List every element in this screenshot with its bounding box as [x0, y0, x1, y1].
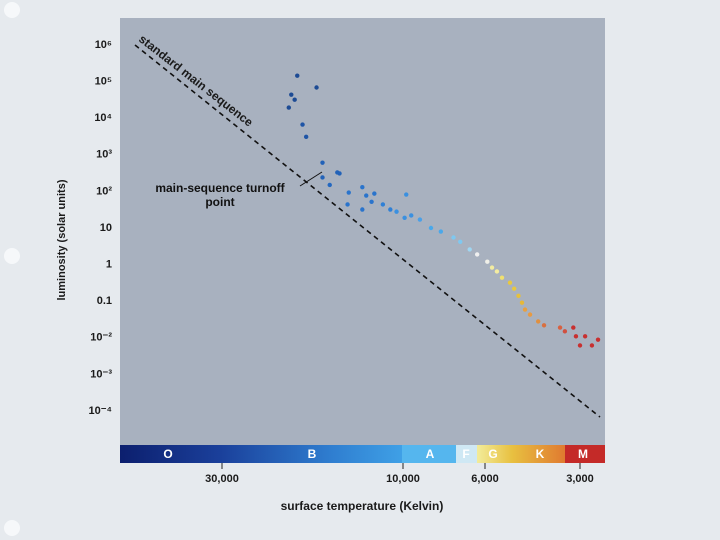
y-axis-label: luminosity (solar units): [56, 179, 68, 300]
star: [589, 343, 595, 348]
star: [292, 97, 297, 102]
turnoff-label: main-sequence turnoff point: [155, 181, 285, 209]
star: [507, 280, 513, 285]
star: [595, 337, 601, 342]
star: [573, 334, 579, 339]
star: [451, 235, 456, 240]
y-tick-label: 10⁴: [94, 112, 112, 124]
star: [519, 300, 525, 305]
star: [320, 175, 325, 180]
star: [582, 334, 588, 339]
star: [364, 193, 369, 198]
y-tick-label: 10³: [96, 149, 112, 161]
spectral-class-label: A: [426, 447, 435, 461]
star: [428, 225, 434, 231]
y-tick-label: 10⁵: [95, 76, 112, 88]
star: [295, 73, 300, 78]
binder-hole: [4, 2, 20, 18]
annotation-pointer: [299, 171, 323, 187]
y-tick-label: 10⁻⁴: [89, 405, 112, 417]
star: [485, 259, 490, 264]
star: [289, 92, 294, 97]
y-tick-label: 10: [100, 222, 112, 234]
star: [577, 343, 583, 348]
star: [346, 190, 351, 195]
star: [562, 329, 568, 334]
star: [345, 202, 350, 207]
star: [404, 192, 409, 197]
x-axis-label: surface temperature (Kelvin): [281, 499, 444, 513]
y-tick-label: 1: [106, 259, 112, 271]
x-tick-label: 30,000: [205, 473, 239, 485]
star: [417, 217, 423, 222]
band-f: [456, 445, 477, 463]
star: [380, 202, 386, 207]
band-ob: [120, 445, 402, 463]
star: [535, 319, 541, 324]
spectral-class-label: G: [488, 447, 497, 461]
star: [360, 207, 365, 212]
spectral-class-label: M: [578, 447, 588, 461]
star: [327, 182, 332, 188]
band-gk: [477, 445, 565, 463]
star: [557, 325, 563, 330]
star: [511, 286, 517, 291]
star: [438, 229, 444, 234]
star: [388, 207, 393, 212]
y-tick-label: 10⁶: [95, 39, 112, 51]
star: [314, 85, 319, 90]
star: [467, 247, 472, 252]
star: [522, 307, 528, 312]
star: [337, 171, 342, 176]
band-m: [565, 445, 605, 463]
star: [372, 191, 377, 196]
band-a: [402, 445, 456, 463]
star: [394, 209, 399, 214]
spectral-class-label: O: [163, 447, 172, 461]
plot-panel: [120, 18, 605, 445]
star: [541, 323, 547, 328]
spectral-class-label: F: [462, 447, 469, 461]
star: [300, 122, 305, 127]
star: [360, 185, 365, 190]
star: [489, 265, 495, 270]
annotation-box: main-sequence turnoff point: [155, 181, 285, 209]
spectral-class-label: K: [536, 447, 545, 461]
star: [516, 293, 521, 299]
binder-hole: [4, 520, 20, 536]
star: [474, 252, 480, 257]
star: [494, 269, 500, 274]
star: [499, 275, 505, 280]
main-sequence-line: [134, 44, 601, 418]
star: [402, 215, 407, 220]
binder-hole: [4, 248, 20, 264]
star: [286, 105, 292, 110]
y-tick-label: 0.1: [97, 295, 112, 307]
x-tick-label: 10,000: [386, 473, 420, 485]
x-tick-label: 6,000: [471, 473, 499, 485]
star: [303, 134, 309, 140]
y-tick-label: 10⁻²: [90, 332, 112, 344]
annotation: main-sequence turnoff point: [155, 181, 285, 209]
star: [409, 213, 414, 218]
y-tick-label: 10²: [96, 185, 112, 197]
x-tick-label: 3,000: [566, 473, 594, 485]
star: [571, 325, 576, 330]
y-tick-label: 10⁻³: [90, 368, 112, 380]
spectral-class-label: B: [308, 447, 317, 461]
star: [458, 239, 463, 244]
spectral-band: [120, 445, 605, 463]
star: [320, 160, 325, 165]
star: [369, 199, 374, 204]
star: [527, 312, 533, 317]
